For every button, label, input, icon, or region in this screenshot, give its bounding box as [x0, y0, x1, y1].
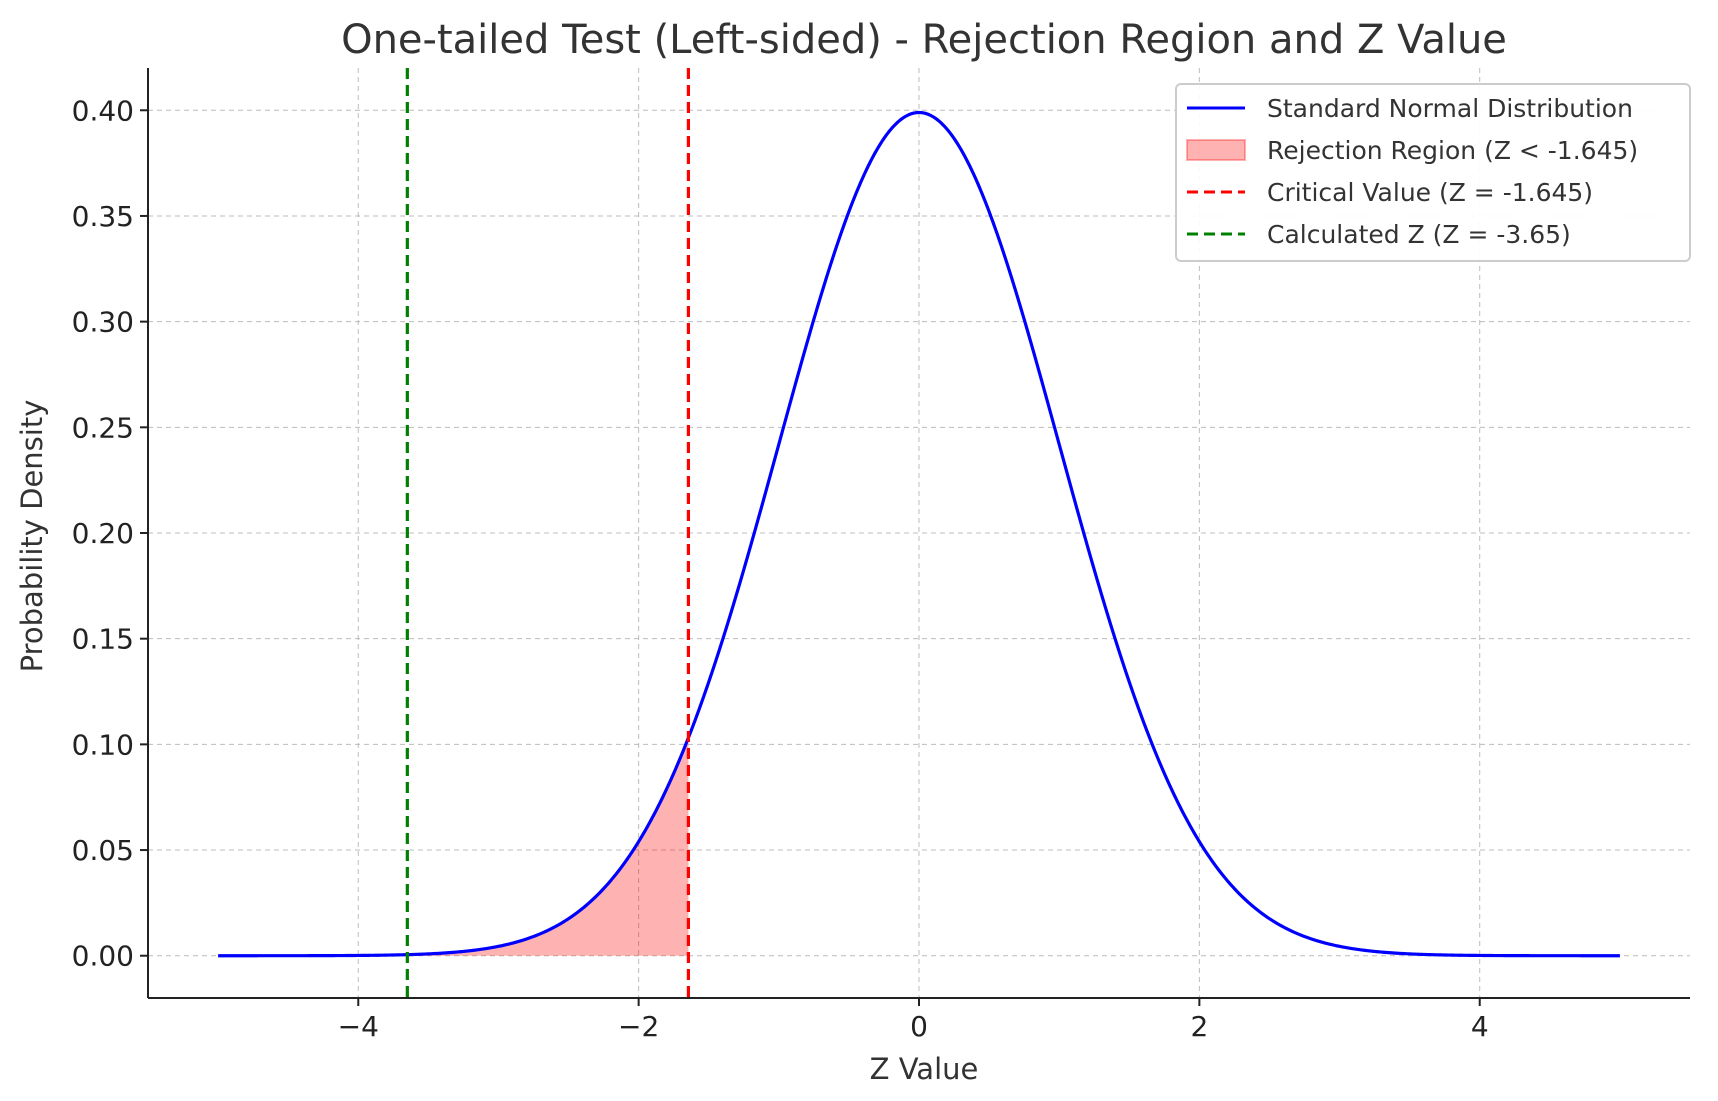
- rejection-region-fill: [218, 737, 689, 956]
- y-tick-label: 0.15: [72, 623, 134, 656]
- y-tick-label: 0.25: [72, 411, 134, 444]
- legend: Standard Normal Distribution Rejection R…: [1175, 83, 1691, 262]
- legend-frame: [1175, 83, 1691, 262]
- reference-lines-layer: [405, 68, 691, 998]
- legend-curve-label: Standard Normal Distribution: [1267, 94, 1633, 123]
- x-tick-label: 0: [910, 1010, 928, 1043]
- x-tick-label: −2: [618, 1010, 659, 1043]
- fill-layer: [218, 737, 689, 956]
- legend-rejection-swatch: [1186, 139, 1246, 161]
- legend-calculated-label: Calculated Z (Z = -3.65): [1267, 220, 1571, 249]
- legend-rejection-label: Rejection Region (Z < -1.645): [1267, 136, 1638, 165]
- x-tick-label: −4: [338, 1010, 379, 1043]
- y-tick-label: 0.10: [72, 728, 134, 761]
- y-tick-label: 0.05: [72, 834, 134, 867]
- x-tick-label: 2: [1190, 1010, 1208, 1043]
- normal-curve-line: [218, 110, 1620, 958]
- x-tick-label: 4: [1471, 1010, 1489, 1043]
- chart-title: One-tailed Test (Left-sided) - Rejection…: [341, 17, 1507, 63]
- y-tick-label: 0.35: [72, 200, 134, 233]
- y-tick-label: 0.20: [72, 517, 134, 550]
- y-axis-label: Probability Density: [15, 400, 49, 673]
- tick-layer: −4 −2 0 2 4 0.00 0.05 0.10 0.15 0.20 0.25 0.30 0.35 0…: [72, 94, 1489, 1043]
- y-tick-label: 0.00: [72, 940, 134, 973]
- legend-critical-label: Critical Value (Z = -1.645): [1267, 178, 1593, 207]
- y-tick-label: 0.30: [72, 306, 134, 339]
- curve-layer: [218, 110, 1620, 958]
- x-axis-label: Z Value: [870, 1052, 979, 1086]
- y-tick-label: 0.40: [72, 94, 134, 127]
